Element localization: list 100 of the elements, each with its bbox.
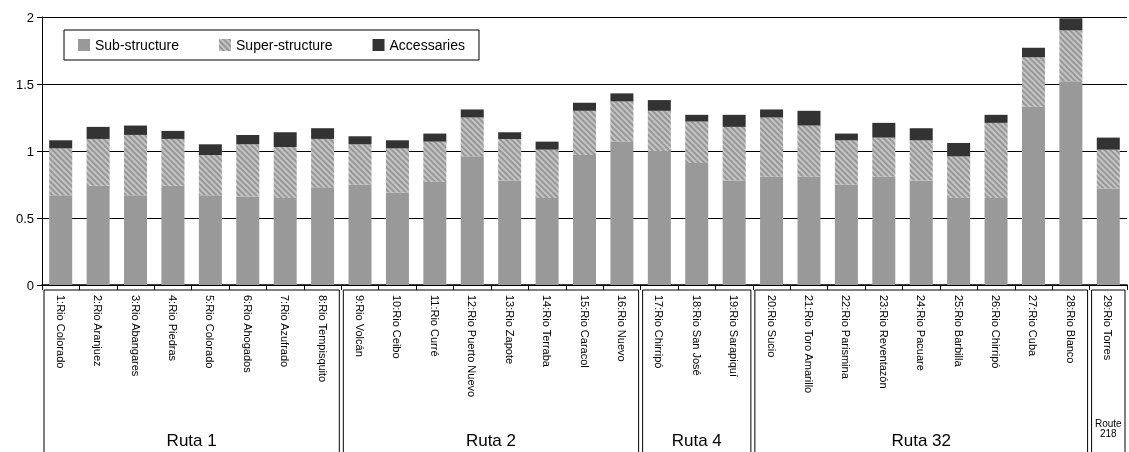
bar <box>273 132 297 147</box>
bar <box>385 192 409 285</box>
bar <box>198 195 222 285</box>
bar <box>423 133 447 142</box>
x-tick-label: 5:Rio Colorado <box>204 295 217 369</box>
bar <box>797 110 821 126</box>
bar <box>1096 137 1120 150</box>
bar <box>797 176 821 285</box>
bar <box>722 114 746 127</box>
x-tick-label: 18:Rio San José <box>690 295 703 376</box>
bar <box>909 180 933 285</box>
text: Ruta 1 <box>166 430 217 450</box>
bar <box>685 163 709 285</box>
x-tick-label: 20:Rio Sucio <box>765 295 778 358</box>
x-tick-label: 1:Rio Colorado <box>54 295 67 369</box>
bar <box>834 133 858 141</box>
x-tick-label: 10:Rio Ceibo <box>391 295 404 359</box>
x-tick-label: 17:Rio Chirripó <box>653 295 666 369</box>
bar <box>161 130 185 139</box>
x-tick-label: 24:Rio Pacuare <box>915 295 928 371</box>
bar <box>49 140 73 149</box>
bar <box>1059 81 1083 285</box>
bar <box>984 197 1008 285</box>
x-tick-label: 28:Rio Blanco <box>1064 295 1077 364</box>
bar <box>573 155 596 285</box>
x-tick-label: 21:Rio Toro Amarillo <box>802 295 815 394</box>
bar <box>498 132 522 139</box>
y-tick-label: 2 <box>26 9 34 25</box>
bar <box>161 185 185 285</box>
y-tick-label: 1 <box>26 143 34 159</box>
text: Ruta 4 <box>671 430 722 450</box>
x-tick-label: 8:Rio Tempisquito <box>316 295 329 383</box>
bar <box>685 114 709 122</box>
bar <box>198 144 222 156</box>
x-tick-label: 27:Rio Cuba <box>1027 295 1040 358</box>
legend-label: Sub-structure <box>95 37 180 53</box>
bar <box>460 156 484 285</box>
bar <box>872 122 896 138</box>
bar <box>1059 18 1083 31</box>
bar <box>124 125 148 135</box>
x-tick-label: 9:Rio Volcán <box>354 295 367 357</box>
x-tick-label: 4:Rio Piedras <box>166 295 179 362</box>
bar <box>86 126 110 139</box>
bar <box>760 176 784 285</box>
x-tick-label: 15:Rio Caracol <box>578 295 591 368</box>
x-tick-label: 3:Rio Abangares <box>129 295 142 377</box>
bar <box>236 196 260 285</box>
legend-label: Accessaries <box>389 37 465 53</box>
x-tick-label: 19:Rio Sarapiquí <box>728 295 741 377</box>
bar <box>722 180 746 285</box>
x-tick-label: 26:Rio Chirripó <box>990 295 1003 369</box>
bar <box>909 128 933 141</box>
x-tick-label: 11:Rio Curré <box>428 295 441 357</box>
x-tick-label: 6:Rio Ahogados <box>241 295 254 374</box>
x-tick-label: 13:Rio Zapote <box>503 295 516 365</box>
bar <box>498 180 522 285</box>
bar <box>947 197 971 285</box>
bar <box>423 181 447 285</box>
bar <box>348 184 372 285</box>
bar <box>311 128 335 139</box>
legend-label: Super-structure <box>236 37 333 53</box>
y-tick-label: 1.5 <box>15 76 34 92</box>
y-tick-label: 0 <box>26 277 34 293</box>
bar <box>872 176 896 285</box>
x-tick-label: 16:Rio Nuevo <box>615 295 628 362</box>
bar <box>236 134 260 145</box>
bar <box>647 151 671 285</box>
bar <box>1096 188 1120 285</box>
text: Route 218 <box>1094 417 1123 439</box>
bar <box>273 197 297 285</box>
bar <box>647 100 671 111</box>
x-tick-label: 22:Rio Parismina <box>840 295 853 380</box>
x-tick-label: 2:Rio Aranjuez <box>92 295 105 367</box>
bar <box>1021 47 1045 58</box>
bar <box>49 195 73 285</box>
bar <box>385 140 409 149</box>
bar <box>610 141 634 285</box>
bar <box>1021 106 1045 285</box>
bar <box>760 109 784 118</box>
bar <box>610 93 634 102</box>
bar <box>984 114 1008 123</box>
bar <box>947 142 971 157</box>
bar <box>460 109 484 118</box>
x-tick-label: 14:Rio Terraba <box>541 295 554 368</box>
bar <box>834 184 858 285</box>
bar <box>348 136 372 145</box>
x-tick-label: 29:Rio Torres <box>1102 295 1115 361</box>
text: Ruta 2 <box>465 430 517 450</box>
bar <box>573 102 596 111</box>
x-tick-label: 25:Rio Barbilla <box>952 295 965 368</box>
bar <box>86 185 110 285</box>
bar <box>535 141 559 150</box>
x-tick-label: 23:Rio Reventazón <box>877 295 890 389</box>
bar <box>124 195 148 285</box>
text: Ruta 32 <box>891 430 951 450</box>
x-tick-label: 12:Rio Puerto Nuevo <box>466 295 479 398</box>
y-tick-label: 0.5 <box>15 210 34 226</box>
x-tick-label: 7:Rio Azufrado <box>279 295 292 368</box>
bar <box>311 187 335 285</box>
bar <box>535 197 559 285</box>
